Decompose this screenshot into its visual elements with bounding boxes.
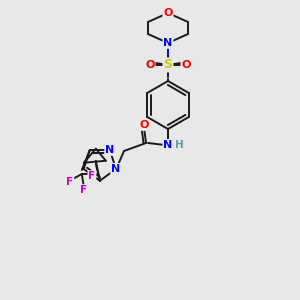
Text: O: O [181,60,191,70]
Text: N: N [105,145,114,155]
Text: S: S [164,58,172,71]
Text: N: N [111,164,121,174]
Text: F: F [80,185,87,195]
Text: O: O [145,60,155,70]
Text: H: H [175,140,183,150]
Text: O: O [163,8,173,18]
Text: N: N [164,140,172,150]
Text: F: F [66,177,74,187]
Text: N: N [111,164,121,174]
Text: F: F [88,171,95,181]
Text: N: N [164,38,172,48]
Text: O: O [139,120,149,130]
